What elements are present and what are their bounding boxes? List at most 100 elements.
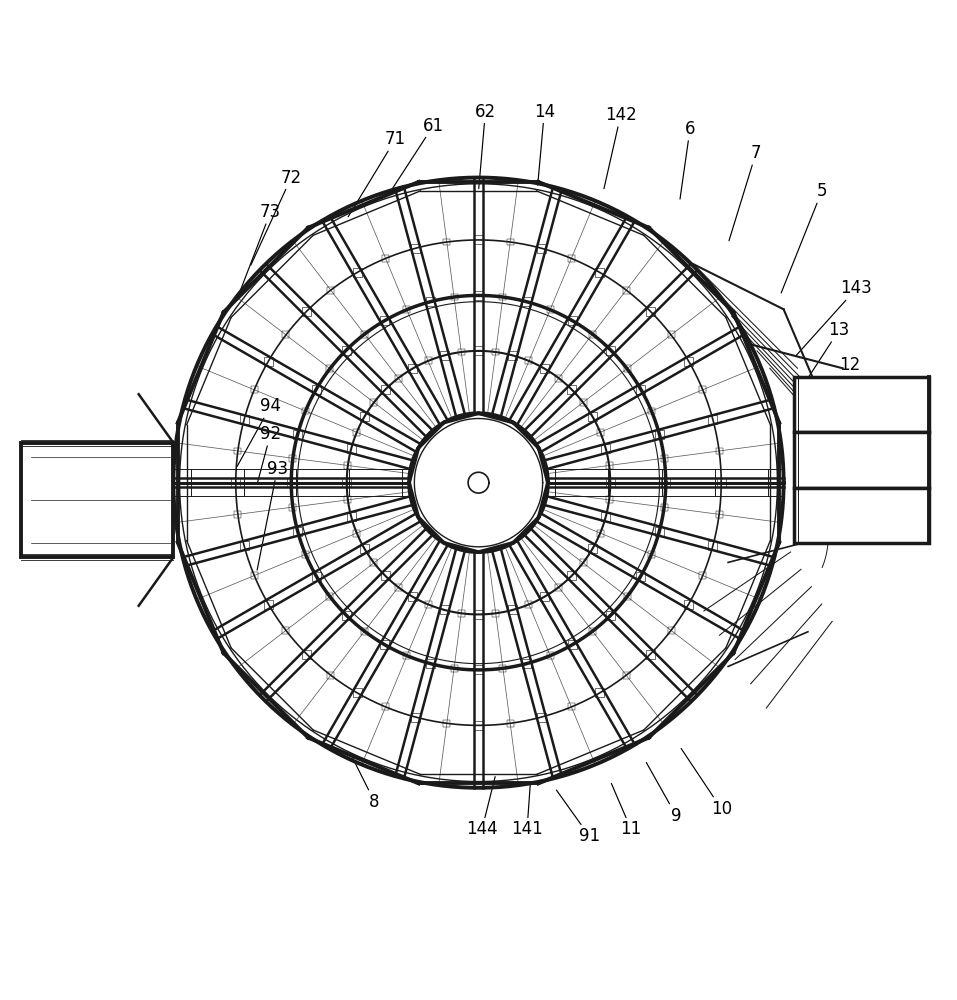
Bar: [660, 504, 668, 511]
Bar: [282, 331, 289, 338]
Bar: [500, 665, 506, 672]
Bar: [525, 601, 532, 608]
Bar: [425, 601, 432, 608]
Bar: [623, 287, 630, 294]
Polygon shape: [794, 377, 929, 432]
Bar: [568, 316, 577, 325]
Bar: [500, 294, 506, 300]
Bar: [380, 640, 389, 649]
Bar: [555, 375, 562, 382]
Bar: [589, 628, 596, 635]
Bar: [345, 496, 351, 503]
Bar: [537, 244, 545, 253]
Bar: [293, 430, 302, 439]
Bar: [474, 291, 483, 300]
Text: 93: 93: [257, 460, 288, 570]
Text: 142: 142: [604, 106, 636, 189]
Bar: [568, 703, 575, 710]
Bar: [668, 331, 675, 338]
Bar: [381, 385, 389, 394]
Text: 144: 144: [466, 777, 498, 838]
Bar: [326, 593, 333, 600]
Text: 11: 11: [612, 783, 642, 838]
Bar: [646, 307, 655, 316]
Bar: [636, 385, 645, 394]
Text: 72: 72: [251, 169, 301, 265]
Bar: [345, 462, 351, 469]
Bar: [624, 593, 631, 600]
Bar: [443, 720, 451, 727]
Bar: [251, 386, 257, 393]
Text: 94: 94: [237, 397, 281, 466]
Bar: [684, 600, 693, 609]
Bar: [568, 640, 577, 649]
Bar: [264, 600, 273, 609]
Bar: [404, 306, 411, 313]
Bar: [289, 504, 297, 511]
Bar: [361, 331, 368, 338]
Bar: [239, 415, 249, 424]
Bar: [457, 610, 465, 617]
Bar: [708, 415, 718, 424]
Bar: [597, 530, 604, 537]
Bar: [492, 610, 500, 617]
Bar: [648, 408, 655, 414]
Bar: [474, 346, 483, 355]
Bar: [655, 527, 664, 536]
Bar: [326, 365, 333, 372]
Bar: [648, 551, 655, 558]
Bar: [302, 551, 309, 558]
Bar: [426, 297, 434, 306]
Text: 10: 10: [681, 748, 732, 818]
Bar: [589, 412, 597, 421]
Bar: [684, 357, 693, 366]
Bar: [607, 611, 615, 620]
Bar: [595, 688, 605, 697]
Bar: [555, 584, 562, 591]
Bar: [395, 584, 402, 591]
Bar: [381, 571, 389, 580]
Bar: [346, 444, 356, 453]
Bar: [395, 375, 402, 382]
Bar: [523, 659, 531, 668]
Bar: [601, 444, 611, 453]
Bar: [232, 478, 240, 487]
Bar: [474, 235, 483, 244]
Bar: [425, 357, 432, 364]
Bar: [457, 349, 465, 355]
Bar: [568, 571, 576, 580]
Bar: [342, 611, 350, 620]
Polygon shape: [794, 488, 929, 543]
Bar: [408, 592, 417, 601]
Bar: [716, 448, 723, 454]
Bar: [404, 652, 411, 659]
Bar: [537, 713, 545, 722]
Bar: [506, 720, 514, 727]
Text: 6: 6: [680, 120, 696, 199]
Bar: [708, 541, 718, 550]
Bar: [451, 294, 457, 300]
Bar: [474, 610, 483, 619]
Polygon shape: [468, 472, 489, 493]
Text: 7: 7: [729, 144, 761, 241]
Bar: [353, 429, 360, 436]
Bar: [716, 511, 723, 518]
Bar: [589, 544, 597, 553]
Bar: [606, 462, 612, 469]
Text: 13: 13: [795, 321, 850, 397]
Bar: [370, 559, 377, 566]
Bar: [302, 408, 309, 414]
Bar: [370, 399, 377, 406]
Bar: [382, 703, 389, 710]
Bar: [360, 412, 368, 421]
Bar: [606, 496, 612, 503]
Text: 22: 22: [802, 397, 860, 536]
Bar: [352, 688, 362, 697]
Bar: [234, 511, 241, 518]
Bar: [636, 572, 645, 581]
Text: 8: 8: [351, 756, 380, 811]
Bar: [352, 268, 362, 277]
Bar: [282, 627, 289, 634]
Bar: [353, 530, 360, 537]
Polygon shape: [794, 432, 929, 488]
